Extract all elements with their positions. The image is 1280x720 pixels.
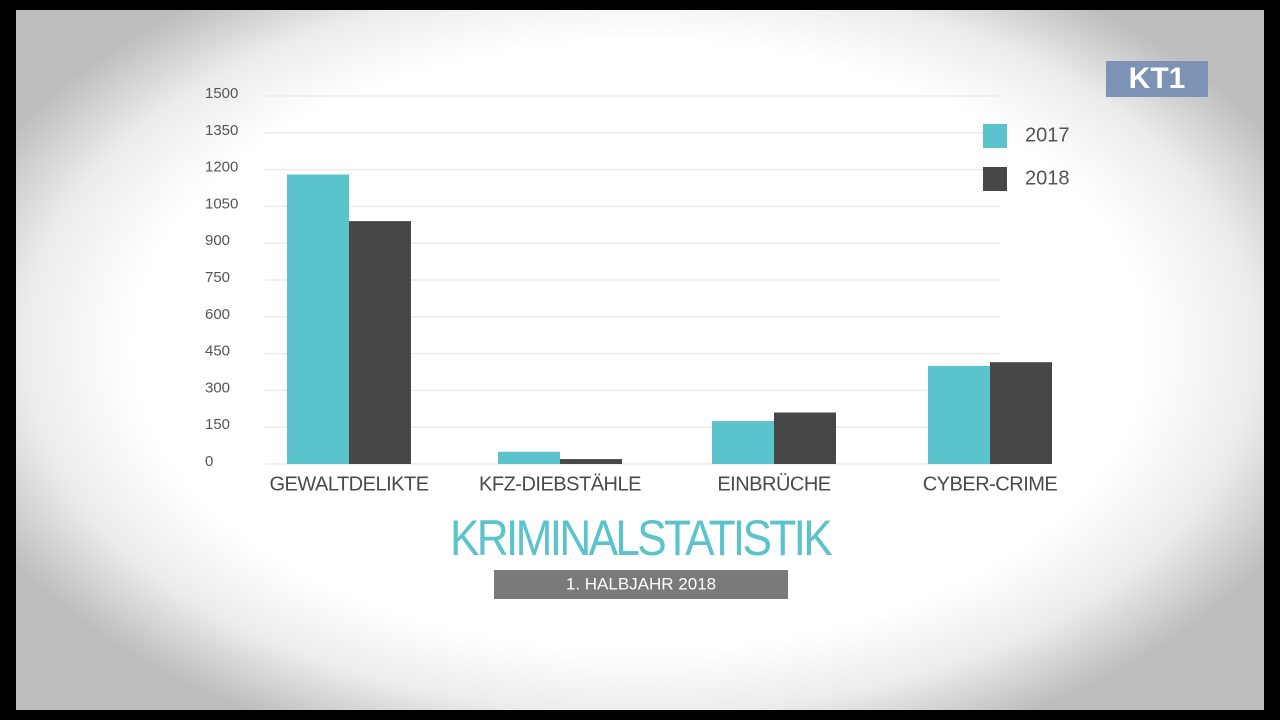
legend-label: 2017 [1025, 124, 1070, 146]
x-tick-label: GEWALTDELIKTE [269, 473, 428, 495]
bar [349, 221, 411, 464]
legend-swatch [983, 124, 1007, 148]
y-tick-label: 0 [205, 453, 213, 470]
x-tick-label: KFZ-DIEBSTÄHLE [479, 473, 641, 495]
y-tick-label: 600 [205, 306, 230, 323]
legend-label: 2018 [1025, 167, 1070, 189]
x-tick-label: CYBER-CRIME [923, 473, 1058, 495]
bar [712, 421, 774, 464]
logo-box [1106, 61, 1208, 97]
logo: KT1 [1129, 62, 1186, 95]
y-tick-label: 150 [205, 416, 230, 433]
y-tick-label: 300 [205, 379, 230, 396]
bar [774, 412, 836, 464]
legend-swatch [983, 167, 1007, 191]
y-tick-label: 900 [205, 232, 230, 249]
y-tick-label: 1500 [205, 85, 238, 102]
y-tick-label: 450 [205, 343, 230, 360]
y-tick-label: 1050 [205, 195, 238, 212]
bar [990, 362, 1052, 464]
y-tick-label: 1200 [205, 159, 238, 176]
y-tick-label: 750 [205, 269, 230, 286]
y-tick-label: 1350 [205, 122, 238, 139]
bar [287, 174, 349, 465]
chart-title: KRIMINALSTATISTIK [450, 510, 832, 566]
subtitle: 1. HALBJAHR 2018 [566, 574, 716, 593]
subtitle-box [494, 570, 788, 599]
bar [498, 451, 560, 464]
bar [560, 459, 622, 464]
x-tick-label: EINBRÜCHE [717, 473, 830, 495]
bar [928, 365, 990, 464]
